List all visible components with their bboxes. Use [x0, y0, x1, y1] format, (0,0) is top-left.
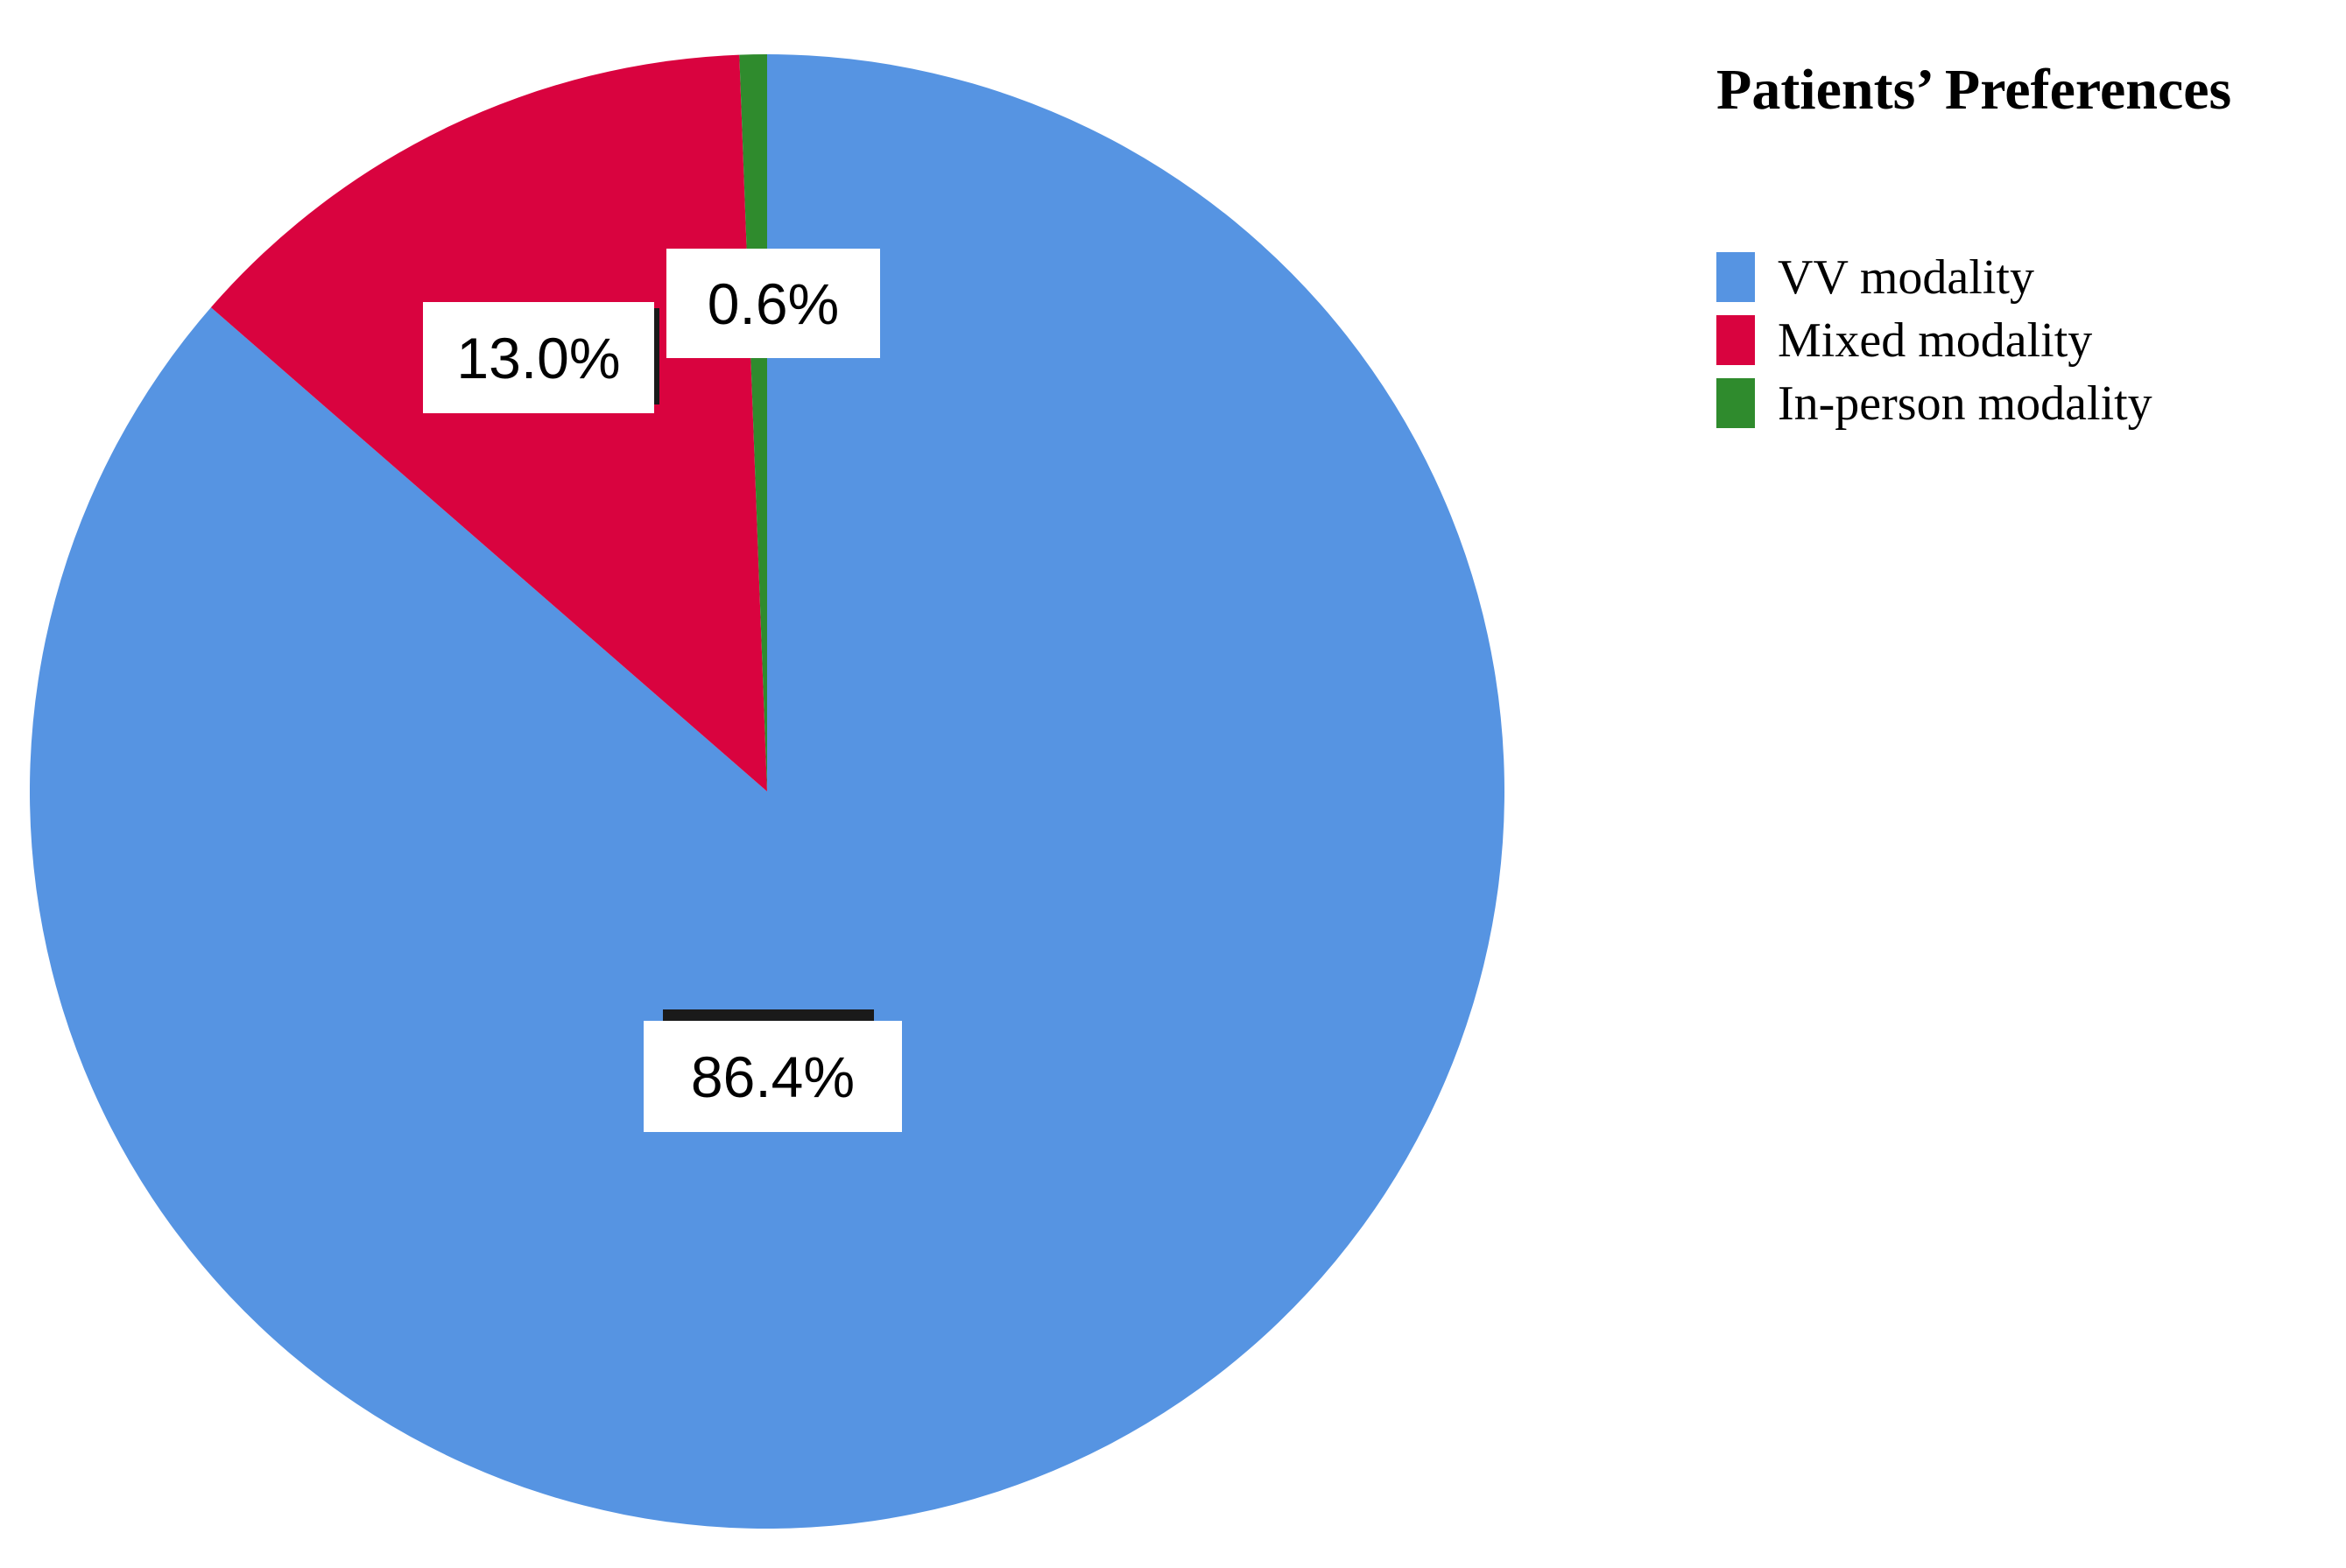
pie-slice-in-person-modality: [739, 54, 767, 791]
legend-item-vv-modality: VV modality: [1716, 252, 2152, 302]
data-label-vv-modality: 86.4%: [644, 1021, 902, 1132]
legend-item-label: VV modality: [1778, 250, 2034, 305]
mixed-modality-swatch-icon: [1716, 315, 1755, 365]
legend-title: Patients’ Preferences: [1716, 58, 2232, 122]
vv-label-frame-edge: [663, 1009, 874, 1021]
pie-slice-mixed-modality: [210, 54, 767, 791]
vv-modality-swatch-icon: [1716, 252, 1755, 302]
mixed-label-frame-edge: [652, 308, 659, 404]
legend: Patients’ Preferences VV modality Mixed …: [1716, 58, 2232, 428]
legend-item-inperson-modality: In-person modality: [1716, 378, 2152, 428]
legend-items: VV modality Mixed modality In-person mod…: [1716, 252, 2152, 428]
legend-item-label: In-person modality: [1778, 376, 2152, 431]
legend-item-mixed-modality: Mixed modality: [1716, 315, 2152, 365]
inperson-modality-swatch-icon: [1716, 378, 1755, 428]
data-label-mixed-modality: 13.0%: [423, 302, 654, 413]
data-label-inperson-modality: 0.6%: [666, 249, 880, 358]
legend-item-label: Mixed modality: [1778, 313, 2093, 368]
